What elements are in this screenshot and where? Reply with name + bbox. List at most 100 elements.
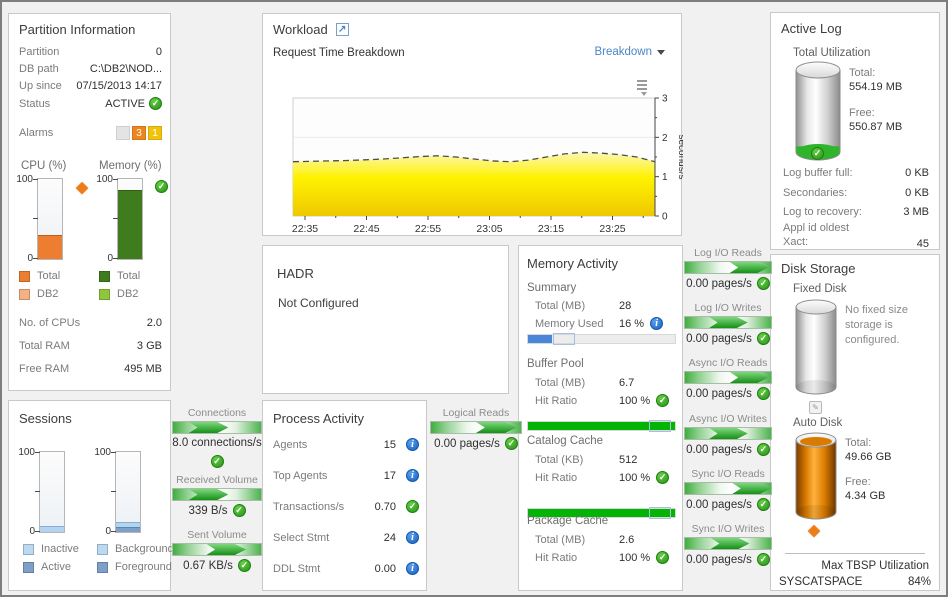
memory-row: Hit Ratio 100 % ✓ <box>535 394 675 407</box>
svg-text:1: 1 <box>662 172 668 183</box>
fixed-disk-cylinder <box>795 299 837 400</box>
workload-panel: Workload ↗ Request Time Breakdown Breakd… <box>262 13 683 236</box>
svg-text:23:15: 23:15 <box>538 223 564 235</box>
sessions-gauge-2: 100 0 <box>93 447 141 537</box>
flow-async-io-writes: Async I/O Writes 0.00 pages/s ✓ <box>684 413 772 456</box>
memory-row: Hit Ratio 100 % ✓ <box>535 551 675 564</box>
gauge-max-label: 100 <box>16 174 33 185</box>
flow-value: 0.00 pages/s ✓ <box>684 332 772 345</box>
flow-label: Received Volume <box>176 474 258 486</box>
info-icon[interactable]: i <box>406 438 419 451</box>
gauge-max-label: 100 <box>96 174 113 185</box>
memory-gauge: 100 0 <box>95 174 143 264</box>
info-icon[interactable]: i <box>406 531 419 544</box>
total-utilization-label: Total Utilization <box>793 47 871 59</box>
sessions-legend-1: Inactive Active <box>23 543 79 579</box>
row-value: 0 KB <box>905 167 929 179</box>
ok-icon: ✓ <box>756 387 770 400</box>
alarm-count-caution[interactable]: 1 <box>148 126 162 140</box>
row-value: 3 MB <box>903 206 929 218</box>
ok-icon: ✓ <box>811 147 824 160</box>
info-icon[interactable]: i <box>406 562 419 575</box>
stat-row-cpus: No. of CPUs 2.0 <box>19 317 162 329</box>
panel-title: Workload <box>273 22 328 37</box>
workload-header: Workload ↗ <box>273 22 349 37</box>
row-value: 24 <box>383 531 396 544</box>
partition-information-panel: Partition Information Partition 0 DB pat… <box>8 13 171 391</box>
warning-icon: ◆ <box>76 178 88 196</box>
alarm-count-warning[interactable]: 3 <box>132 126 146 140</box>
flow-label: Async I/O Reads <box>688 357 768 369</box>
process-row-select-stmt: Select Stmt 24 i <box>273 531 419 544</box>
flow-bar <box>172 421 262 434</box>
flow-value: 339 B/s ✓ <box>172 504 262 517</box>
stat-label: No. of CPUs <box>19 317 81 329</box>
ok-icon: ✓ <box>756 553 770 566</box>
chart-options-icon[interactable] <box>637 80 647 96</box>
info-icon[interactable]: i <box>650 317 664 330</box>
fixed-disk-message: No fixed size storage is configured. <box>845 304 908 346</box>
info-icon[interactable]: i <box>406 469 419 482</box>
row-label: Memory Used <box>535 317 604 330</box>
alarm-count-clear[interactable] <box>116 126 130 140</box>
ok-icon: ✓ <box>237 559 251 572</box>
section-buffer-pool: Buffer Pool <box>527 358 584 370</box>
disk-storage-panel: Disk Storage Fixed Disk No fixed size st… <box>770 254 940 591</box>
row-label: Hit Ratio <box>535 551 578 564</box>
ok-icon: ✓ <box>656 394 670 407</box>
memory-row: Memory Used 16 % i <box>535 317 675 330</box>
flow-value: 0.00 pages/s ✓ <box>684 277 772 290</box>
memory-row: Total (MB) 2.6 <box>535 534 675 546</box>
flow-label: Logical Reads <box>442 407 510 419</box>
alarms-row: Alarms 3 1 <box>19 126 162 140</box>
ok-icon: ✓ <box>155 180 168 193</box>
process-row-ddl-stmt: DDL Stmt 0.00 i <box>273 562 419 575</box>
total-label: Total: <box>849 67 876 79</box>
ok-icon: ✓ <box>656 471 670 484</box>
legend-label: DB2 <box>117 288 139 300</box>
request-time-chart: 0 1 2 3 22:35 22:45 22:55 23:05 23:15 23:25 second… <box>292 94 683 236</box>
stat-row-free-ram: Free RAM 495 MB <box>19 363 162 375</box>
auto-disk-values: Total: 49.66 GB Free: 4.34 GB <box>845 437 891 502</box>
flow-label: Connections <box>187 407 247 419</box>
flow-label: Sync I/O Writes <box>691 523 765 535</box>
flow-bar <box>684 371 772 384</box>
chevron-down-icon <box>657 49 665 55</box>
flow-sync-io-reads: Sync I/O Reads 0.00 pages/s ✓ <box>684 468 772 511</box>
stat-value: 2.0 <box>146 317 162 329</box>
edit-icon[interactable]: ✎ <box>809 401 822 414</box>
fixed-disk-label: Fixed Disk <box>793 283 847 295</box>
cpu-legend: Total DB2 <box>19 270 60 306</box>
row-label: Status <box>19 97 51 110</box>
legend-swatch <box>19 288 30 300</box>
flow-label: Async I/O Writes <box>689 413 767 425</box>
row-value: 16 % <box>619 317 645 330</box>
row-label: Agents <box>273 438 308 451</box>
legend-label: Active <box>41 561 71 573</box>
auto-disk-label: Auto Disk <box>793 417 843 429</box>
sessions-panel: Sessions 100 0 100 0 Inactive Active <box>8 400 174 591</box>
total-label: Total: <box>845 437 872 449</box>
flow-received-volume: Received Volume 339 B/s ✓ <box>172 474 262 517</box>
row-value: 0.00 <box>374 562 396 575</box>
flow-bar <box>172 488 262 501</box>
legend-swatch <box>99 270 110 282</box>
external-link-icon[interactable]: ↗ <box>335 23 349 36</box>
tbsp-value: 84% <box>907 576 931 588</box>
row-label: Log to recovery: <box>783 206 862 218</box>
log-row-oldest-xact: Appl id oldest Xact: 45 <box>783 222 929 250</box>
auto-disk-cylinder <box>795 432 837 525</box>
free-value: 550.87 MB <box>849 121 903 133</box>
stat-value: 495 MB <box>124 363 162 375</box>
panel-title: Partition Information <box>19 22 136 37</box>
breakdown-dropdown[interactable]: Breakdown <box>594 46 665 58</box>
log-row-secondaries: Secondaries: 0 KB <box>783 187 929 199</box>
memory-legend: Total DB2 <box>99 270 140 306</box>
svg-text:0: 0 <box>662 212 668 223</box>
flow-sent-volume: Sent Volume 0.67 KB/s ✓ <box>172 529 262 572</box>
ok-icon: ✓ <box>656 551 670 564</box>
breakdown-label[interactable]: Breakdown <box>594 46 652 58</box>
stat-label: Total RAM <box>19 340 70 352</box>
flow-value: 0.67 KB/s ✓ <box>172 559 262 572</box>
